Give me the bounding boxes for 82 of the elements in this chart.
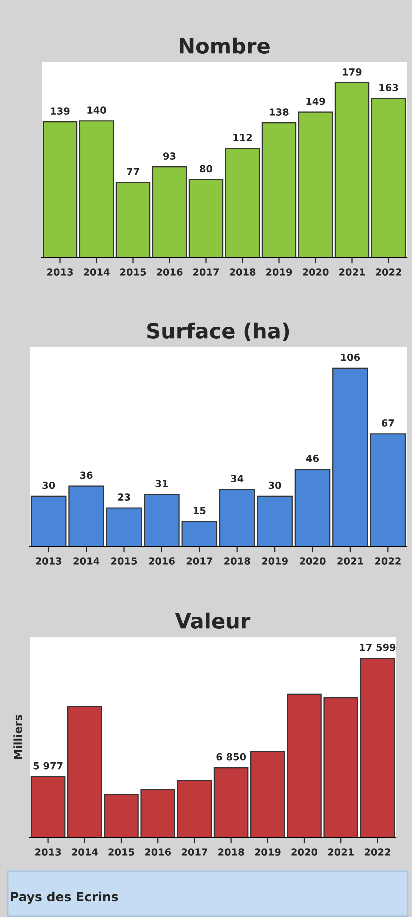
data-label: 67	[382, 420, 394, 427]
y-axis-title: Milliers	[14, 715, 22, 760]
bar	[225, 148, 260, 258]
data-label: 139	[51, 108, 70, 115]
x-tick-label: 2020	[302, 268, 329, 276]
x-tick-label: 2015	[120, 268, 146, 276]
x-tick-label: 2016	[149, 558, 175, 565]
bar	[30, 776, 66, 838]
data-label: 31	[156, 480, 168, 488]
bar	[42, 122, 78, 258]
x-tick-label: 2017	[186, 558, 212, 565]
bar	[116, 182, 151, 258]
x-tick-label: 2015	[108, 848, 134, 856]
bar	[360, 658, 396, 838]
bar	[262, 122, 297, 258]
x-tick-label: 2017	[182, 848, 208, 856]
x-tick-label: 2014	[84, 268, 110, 276]
bar	[214, 767, 249, 838]
x-tick-label: 2020	[300, 558, 326, 565]
x-tick-label: 2018	[224, 558, 250, 565]
bar	[334, 82, 370, 258]
chart-title: Valeur	[175, 612, 251, 629]
chart-title: Surface (ha)	[148, 322, 290, 342]
text: Pays des Ecrins	[11, 892, 118, 904]
x-tick-label: 2019	[255, 848, 281, 856]
data-label: 179	[343, 68, 362, 76]
x-tick-label: 2018	[230, 268, 256, 276]
data-label: 93	[163, 152, 176, 160]
x-tick-label: 2022	[364, 848, 390, 856]
data-label: 112	[234, 134, 252, 142]
x-tick-label: 2018	[218, 848, 244, 856]
text: 5 977	[34, 762, 63, 770]
x-tick-label: 2022	[376, 268, 402, 276]
x-tick-label: 2014	[74, 558, 100, 565]
bar	[152, 166, 188, 258]
data-label: 23	[118, 494, 130, 502]
bar	[257, 496, 293, 547]
x-tick-label: 2013	[36, 848, 62, 856]
data-label: 30	[42, 482, 56, 490]
x-tick-label: 2017	[193, 268, 220, 276]
x-tick-label: 2013	[47, 268, 74, 276]
bar	[188, 179, 224, 258]
data-label: 140	[88, 106, 106, 114]
bar	[144, 494, 180, 547]
x-tick-label: 2022	[375, 558, 401, 565]
x-tick-label: 2020	[292, 848, 318, 856]
data-label: 163	[380, 84, 398, 92]
data-label: 80	[200, 165, 213, 173]
chart-title: Nombre	[180, 38, 270, 54]
data-label: 46	[306, 454, 319, 462]
bar	[79, 120, 114, 258]
x-tick-label: 2016	[156, 268, 183, 276]
x-tick-label: 2013	[36, 558, 62, 565]
data-label: 106	[341, 354, 360, 362]
data-label: 36	[80, 472, 93, 480]
bar	[371, 98, 406, 258]
bar	[294, 468, 331, 547]
bar	[106, 508, 142, 547]
data-label: 15	[194, 507, 206, 514]
x-tick-label: 2016	[145, 848, 172, 856]
data-label: 77	[127, 168, 140, 176]
bar	[370, 434, 406, 547]
x-tick-label: 2021	[339, 268, 366, 276]
bar	[177, 780, 212, 838]
bar	[30, 496, 67, 547]
bar	[332, 368, 368, 547]
x-tick-label: 2021	[328, 848, 354, 856]
x-tick-label: 2014	[72, 848, 98, 856]
x-tick-label: 2019	[266, 268, 292, 276]
text: 6 850	[216, 753, 246, 761]
x-tick-label: 2021	[338, 558, 364, 565]
text: 17 599	[360, 644, 396, 652]
data-label: 138	[270, 108, 289, 116]
bar	[68, 486, 104, 547]
data-label: 149	[306, 98, 326, 106]
x-tick-label: 2015	[111, 558, 138, 565]
data-label: 30	[268, 482, 282, 490]
bar	[298, 112, 334, 258]
bar	[182, 521, 218, 547]
data-label: 34	[231, 475, 244, 482]
bar	[219, 489, 256, 547]
x-tick-label: 2019	[262, 558, 288, 565]
